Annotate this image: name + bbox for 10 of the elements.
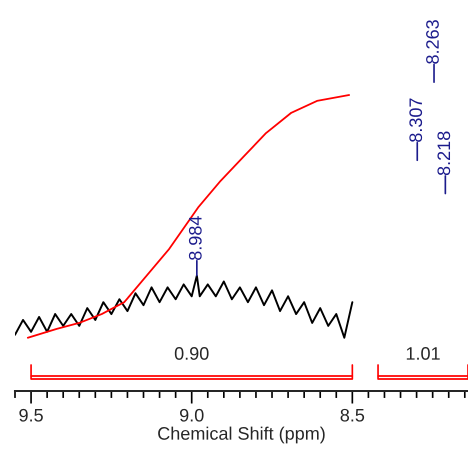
text: 8.263 xyxy=(426,20,439,64)
annotation: 8.218 xyxy=(437,132,450,176)
annotation: 1.01 xyxy=(406,347,440,360)
annotation: 8.307 xyxy=(409,98,422,142)
x-tick-label: 9.5 xyxy=(19,408,43,422)
annotation: 8.984 xyxy=(188,216,202,260)
x-axis-title: Chemical Shift (ppm) xyxy=(158,426,325,444)
x-tick-label: 8.5 xyxy=(340,408,364,422)
x-tick-label: 9.0 xyxy=(180,408,204,422)
annotation: 0.90 xyxy=(174,347,209,360)
